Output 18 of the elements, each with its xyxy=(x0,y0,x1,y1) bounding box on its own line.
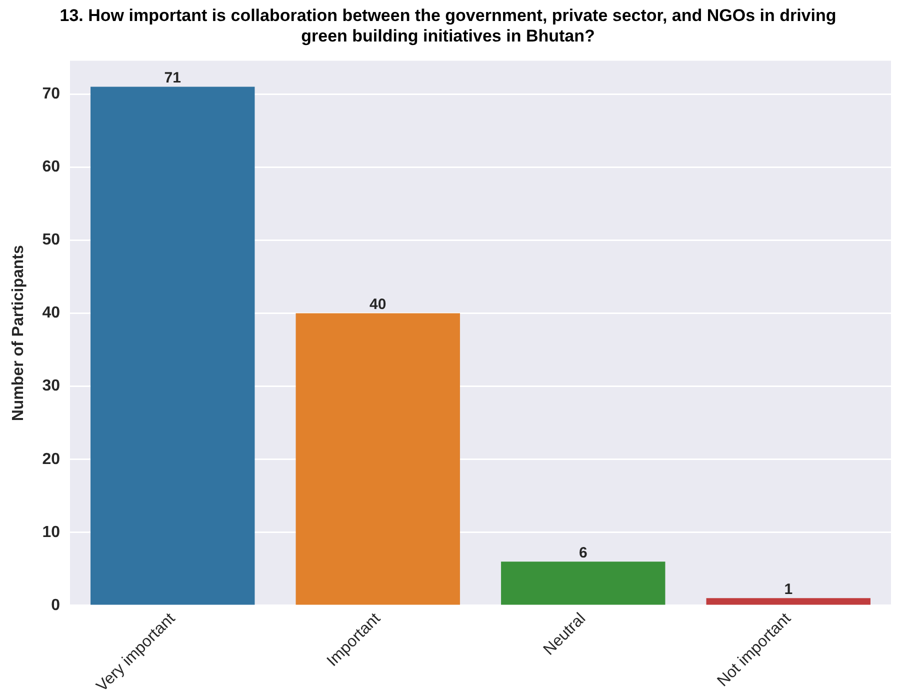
bar xyxy=(296,313,460,605)
y-axis-title: Number of Participants xyxy=(10,245,28,422)
bar xyxy=(706,598,870,605)
bar xyxy=(90,86,255,605)
data-label: 6 xyxy=(578,544,588,562)
y-tick-label: 10 xyxy=(42,524,60,541)
data-label: 40 xyxy=(370,296,386,313)
y-tick-label: 20 xyxy=(42,450,60,468)
y-tick-label: 50 xyxy=(42,232,60,249)
data-label: 71 xyxy=(164,69,181,86)
data-label: 1 xyxy=(784,580,793,598)
chart-title: 13. How important is collaboration between the government, private sector, and NGOs in driving green building initiatives in Bhutan? xyxy=(60,6,836,46)
y-tick-label: 40 xyxy=(42,304,60,322)
y-tick-label: 0 xyxy=(51,596,60,614)
y-tick-label: 70 xyxy=(42,85,60,102)
y-tick-label: 60 xyxy=(42,158,60,176)
bar xyxy=(501,562,666,605)
y-tick-label: 30 xyxy=(42,378,60,395)
